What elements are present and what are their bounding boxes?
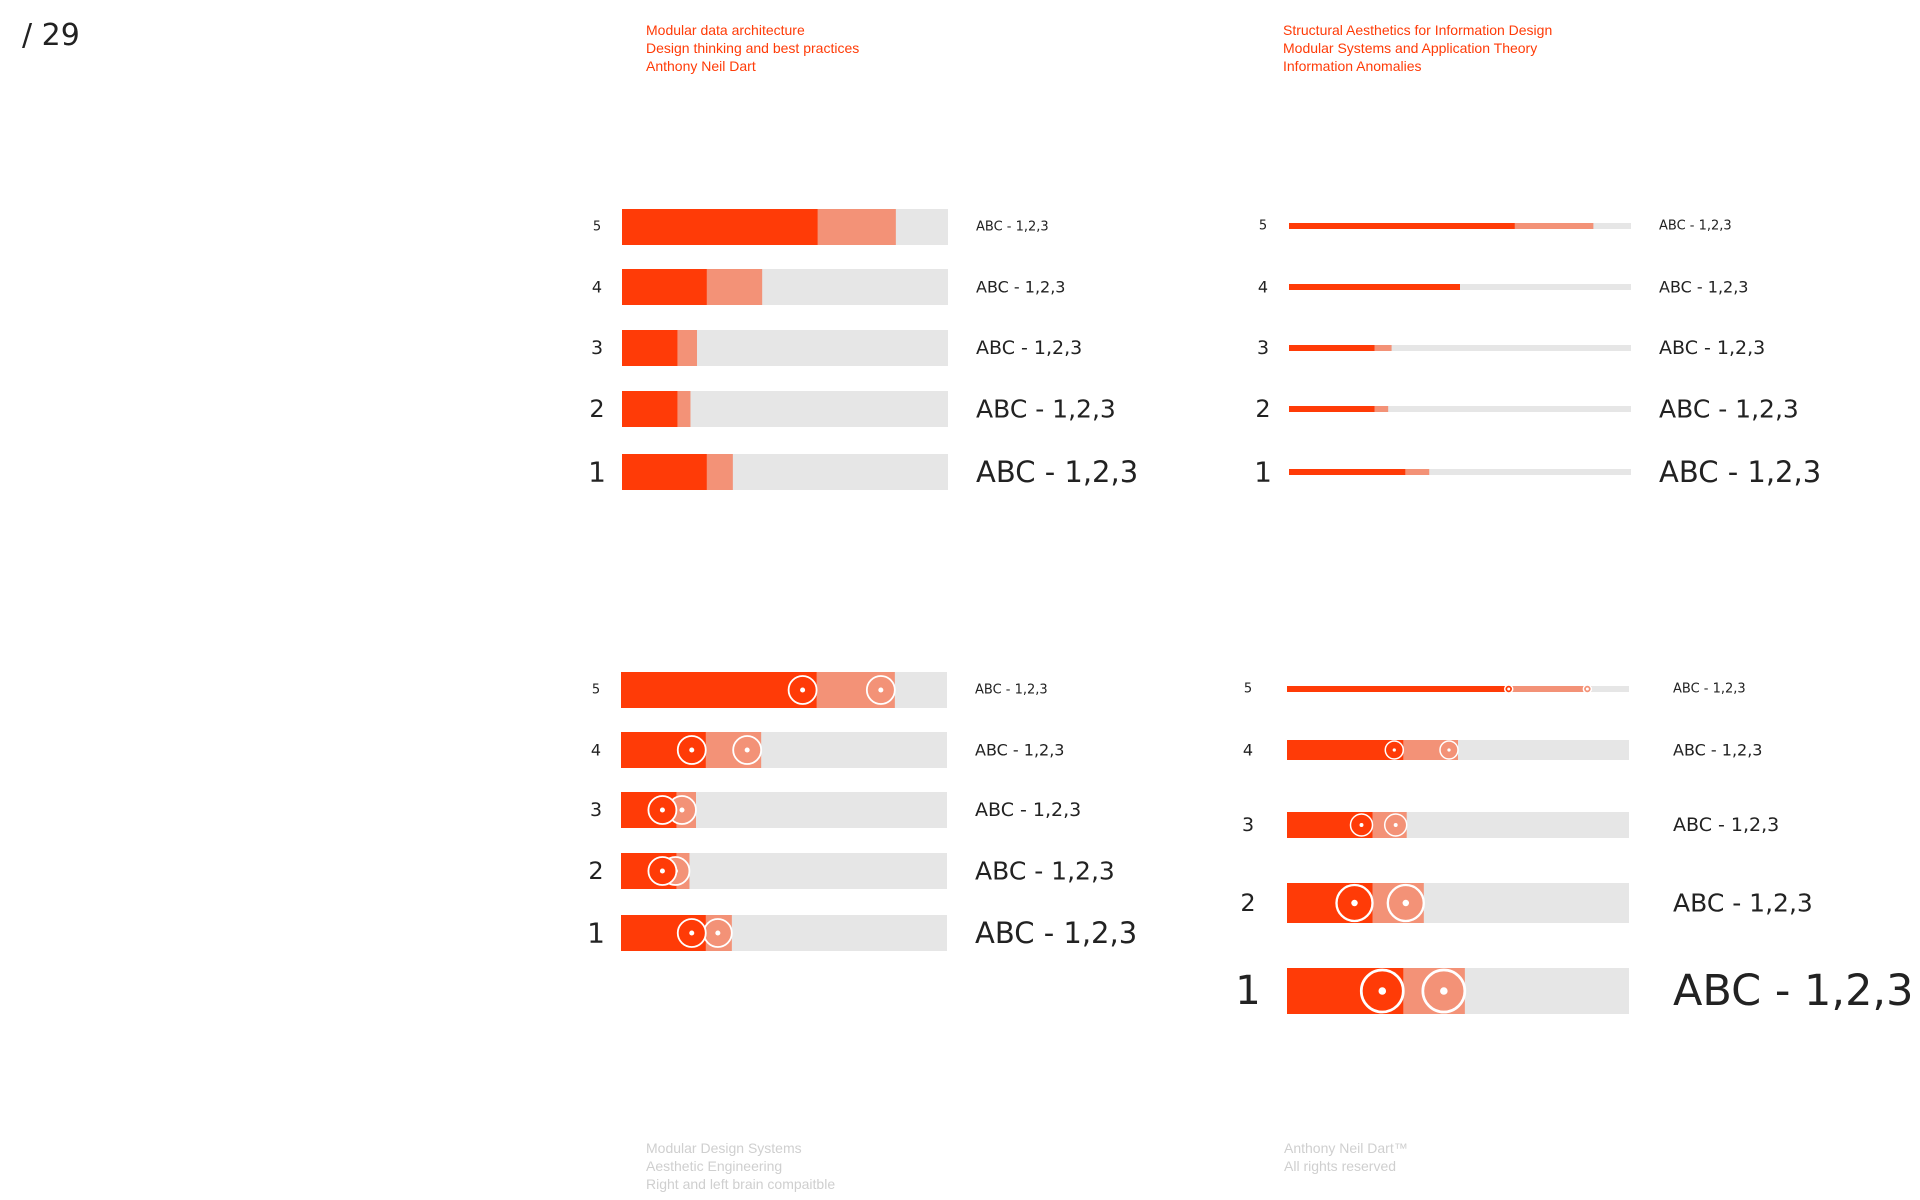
marker-dot (1351, 899, 1358, 907)
row-label: ABC - 1,2,3 (1659, 455, 1821, 489)
category-label: 1 (1254, 456, 1272, 489)
marker-dot (744, 747, 750, 753)
marker-dot (689, 747, 695, 753)
row-label: ABC - 1,2,3 (976, 220, 1049, 235)
marker-dot (1585, 687, 1589, 691)
marker-dot (800, 687, 806, 693)
page-number: / 29 (22, 18, 80, 53)
footer-left-line: Aesthetic Engineering (646, 1158, 783, 1174)
header-right: Structural Aesthetics for Information De… (1283, 21, 1552, 75)
row-label: ABC - 1,2,3 (976, 395, 1116, 424)
marker-dot (1392, 748, 1396, 752)
marker-dot (1440, 987, 1448, 995)
category-label: 2 (589, 395, 604, 423)
marker-dot (659, 868, 665, 874)
row-label: ABC - 1,2,3 (1673, 682, 1746, 697)
marker-dot (878, 687, 884, 693)
category-label: 4 (592, 278, 602, 297)
header-left: Modular data architecture Design thinkin… (646, 21, 859, 75)
marker-dot (715, 930, 721, 936)
bar-primary (622, 330, 678, 366)
row-label: ABC - 1,2,3 (975, 916, 1137, 950)
row-label: ABC - 1,2,3 (976, 278, 1065, 297)
category-label: 1 (1235, 968, 1260, 1014)
marker-dot (1393, 823, 1398, 827)
row-label: ABC - 1,2,3 (975, 857, 1115, 886)
row-label: ABC - 1,2,3 (975, 741, 1064, 760)
bar-primary (1289, 284, 1460, 290)
bar-track (1289, 345, 1631, 351)
category-label: 5 (592, 683, 600, 698)
category-label: 5 (1244, 682, 1252, 697)
bar-primary (1287, 740, 1404, 760)
bar-primary (622, 269, 707, 305)
bar-primary (622, 391, 678, 427)
footer-left: Modular Design Systems Aesthetic Enginee… (646, 1139, 835, 1193)
marker-dot (659, 807, 665, 813)
category-label: 5 (1259, 219, 1267, 234)
bar-primary (1287, 686, 1513, 692)
bar-track (1289, 406, 1631, 412)
row-label: ABC - 1,2,3 (975, 683, 1048, 698)
bar-primary (1289, 406, 1375, 412)
category-label: 4 (591, 741, 601, 760)
category-label: 3 (1242, 814, 1254, 836)
row-label: ABC - 1,2,3 (1659, 337, 1765, 359)
category-label: 2 (588, 857, 603, 885)
category-label: 2 (1255, 395, 1270, 423)
bar-primary (1289, 223, 1515, 229)
row-label: ABC - 1,2,3 (1673, 889, 1813, 918)
marker-dot (1507, 687, 1511, 691)
bar-primary (622, 454, 707, 490)
header-right-line: Modular Systems and Application Theory (1283, 40, 1538, 56)
row-label: ABC - 1,2,3 (1673, 814, 1779, 836)
marker-dot (679, 807, 685, 813)
footer-right-line: All rights reserved (1284, 1158, 1397, 1174)
row-label: ABC - 1,2,3 (1659, 395, 1799, 424)
header-left-line: Anthony Neil Dart (646, 58, 756, 74)
row-label: ABC - 1,2,3 (976, 337, 1082, 359)
category-label: 5 (593, 220, 601, 235)
bar-primary (621, 672, 817, 708)
bar-primary (622, 209, 818, 245)
footer-left-line: Right and left brain compaitble (646, 1176, 836, 1192)
bar-primary (1289, 345, 1375, 351)
header-left-line: Design thinking and best practices (646, 40, 860, 56)
marker-dot (1402, 899, 1410, 907)
row-label: ABC - 1,2,3 (1673, 741, 1762, 760)
category-label: 2 (1240, 889, 1255, 917)
row-label: ABC - 1,2,3 (1673, 966, 1913, 1016)
marker-dot (1447, 748, 1451, 752)
category-label: 3 (590, 799, 602, 821)
row-label: ABC - 1,2,3 (1659, 219, 1732, 234)
category-label: 4 (1243, 741, 1253, 760)
header-right-line: Structural Aesthetics for Information De… (1283, 22, 1553, 38)
bar-track (1289, 469, 1631, 475)
footer-left-line: Modular Design Systems (646, 1140, 802, 1156)
category-label: 3 (591, 337, 603, 359)
row-label: ABC - 1,2,3 (976, 455, 1138, 489)
header-right-line: Information Anomalies (1283, 58, 1422, 74)
footer-right: Anthony Neil Dart™ All rights reserved (1284, 1139, 1408, 1175)
footer-right-line: Anthony Neil Dart™ (1284, 1140, 1408, 1156)
marker-dot (1378, 987, 1387, 995)
category-label: 1 (588, 456, 606, 489)
row-label: ABC - 1,2,3 (1659, 278, 1748, 297)
category-label: 4 (1258, 278, 1268, 297)
bar-primary (1289, 469, 1406, 475)
marker-dot (689, 930, 695, 936)
header-left-line: Modular data architecture (646, 22, 805, 38)
category-label: 3 (1257, 337, 1269, 359)
category-label: 1 (587, 917, 605, 950)
row-label: ABC - 1,2,3 (975, 799, 1081, 821)
marker-dot (1359, 823, 1364, 827)
